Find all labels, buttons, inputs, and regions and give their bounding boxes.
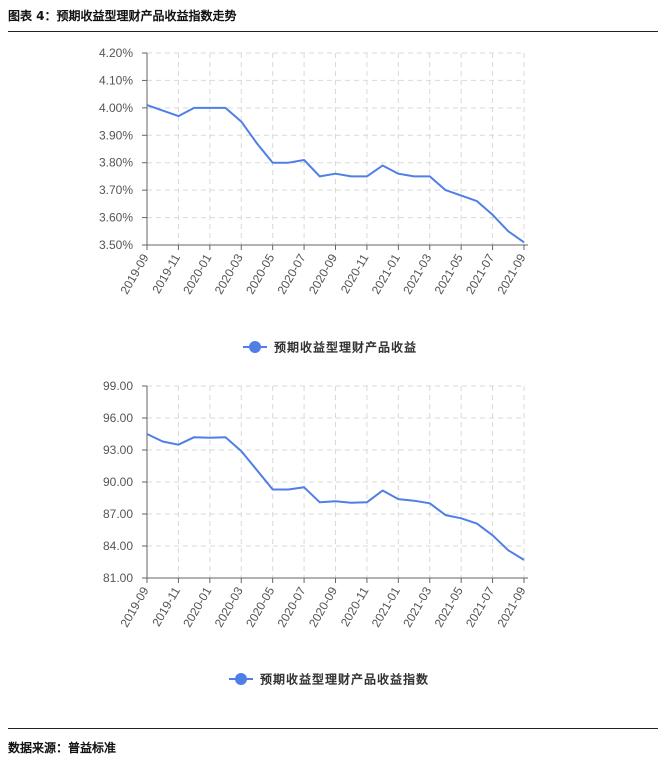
- data-point: [366, 501, 368, 503]
- y-tick-label: 93.00: [103, 443, 133, 457]
- data-point: [319, 501, 321, 503]
- data-point: [272, 488, 274, 490]
- y-tick-label: 4.00%: [99, 101, 133, 115]
- figure-title: 图表 4：预期收益型理财产品收益指数走势: [8, 9, 237, 23]
- y-tick-label: 96.00: [103, 411, 133, 425]
- series-line: [146, 104, 525, 244]
- data-point: [256, 469, 258, 471]
- data-point: [146, 433, 148, 435]
- data-point: [460, 517, 462, 519]
- legend: 预期收益型理财产品收益: [243, 340, 417, 355]
- data-point: [209, 437, 211, 439]
- y-tick-label: 3.70%: [99, 183, 133, 197]
- y-tick-label: 4.20%: [99, 46, 133, 60]
- data-point: [350, 502, 352, 504]
- data-point: [476, 523, 478, 525]
- y-tick-label: 3.80%: [99, 156, 133, 170]
- data-point: [162, 440, 164, 442]
- y-tick-label: 90.00: [103, 475, 133, 489]
- y-tick-label: 84.00: [103, 539, 133, 553]
- x-tick-label: 2021-09: [494, 584, 528, 629]
- legend-label: 预期收益型理财产品收益: [274, 340, 417, 355]
- yield-line-chart: 3.50% 3.60% 3.70% 3.80% 3.90% 4.00% 4.10% 4.20%…: [99, 46, 529, 355]
- y-tick-label: 4.10%: [99, 73, 133, 87]
- x-tick-label: 2021-03: [400, 584, 434, 629]
- x-tick-label: 2019-11: [149, 584, 183, 629]
- data-point: [177, 444, 179, 446]
- top-rule: [8, 31, 658, 32]
- data-point: [225, 436, 227, 438]
- data-point: [287, 488, 289, 490]
- index-line-chart: 81.00 84.00 87.00 90.00 93.00 96.00 99.00 2019-…: [103, 379, 529, 687]
- data-point: [507, 549, 509, 551]
- data-point: [492, 534, 494, 536]
- legend-label: 预期收益型理财产品收益指数: [260, 672, 429, 687]
- legend: 预期收益型理财产品收益指数: [229, 672, 429, 687]
- data-point: [397, 498, 399, 500]
- x-tick-label: 2020-11: [338, 584, 372, 629]
- legend-marker: [235, 673, 247, 685]
- data-point: [413, 500, 415, 502]
- x-tick-label: 2020-01: [180, 584, 214, 629]
- data-point: [303, 486, 305, 488]
- y-tick-label: 3.90%: [99, 128, 133, 142]
- y-tick-label: 99.00: [103, 379, 133, 393]
- bottom-rule: [8, 728, 658, 729]
- y-tick-label: 3.60%: [99, 211, 133, 225]
- y-tick-label: 3.50%: [99, 238, 133, 252]
- legend-marker: [249, 341, 261, 353]
- data-point: [523, 559, 525, 561]
- data-point: [335, 500, 337, 502]
- x-tick-label: 2021-07: [463, 584, 497, 629]
- y-tick-label: 87.00: [103, 507, 133, 521]
- x-tick-label: 2021-01: [369, 584, 403, 629]
- data-point: [193, 436, 195, 438]
- x-tick-label: 2020-05: [243, 584, 277, 629]
- data-point: [429, 502, 431, 504]
- x-tick-label: 2021-05: [432, 584, 466, 629]
- x-tick-label: 2020-07: [275, 584, 309, 629]
- data-point: [444, 514, 446, 516]
- data-point: [382, 490, 384, 492]
- x-tick-label: 2020-03: [212, 584, 246, 629]
- x-tick-label: 2019-09: [117, 584, 151, 629]
- x-tick-label: 2020-09: [306, 584, 340, 629]
- data-source: 数据来源：普益标准: [8, 741, 117, 755]
- data-point: [240, 450, 242, 452]
- y-tick-label: 81.00: [103, 571, 133, 585]
- series-line: [146, 433, 525, 561]
